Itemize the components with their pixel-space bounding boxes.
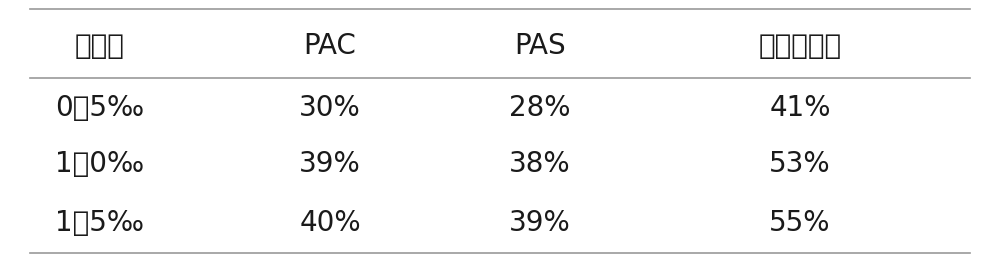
Text: 0．5‰: 0．5‰ [55,93,145,122]
Text: 1．0‰: 1．0‰ [55,150,145,178]
Text: 39%: 39% [299,150,361,178]
Text: 41%: 41% [769,93,831,122]
Text: 投加量: 投加量 [75,32,125,60]
Text: 55%: 55% [769,209,831,237]
Text: PAC: PAC [304,32,356,60]
Text: 53%: 53% [769,150,831,178]
Text: 38%: 38% [509,150,571,178]
Text: 40%: 40% [299,209,361,237]
Text: 复合混凝剂: 复合混凝剂 [758,32,842,60]
Text: 1．5‰: 1．5‰ [56,209,144,237]
Text: 39%: 39% [509,209,571,237]
Text: 30%: 30% [299,93,361,122]
Text: 28%: 28% [509,93,571,122]
Text: PAS: PAS [514,32,566,60]
